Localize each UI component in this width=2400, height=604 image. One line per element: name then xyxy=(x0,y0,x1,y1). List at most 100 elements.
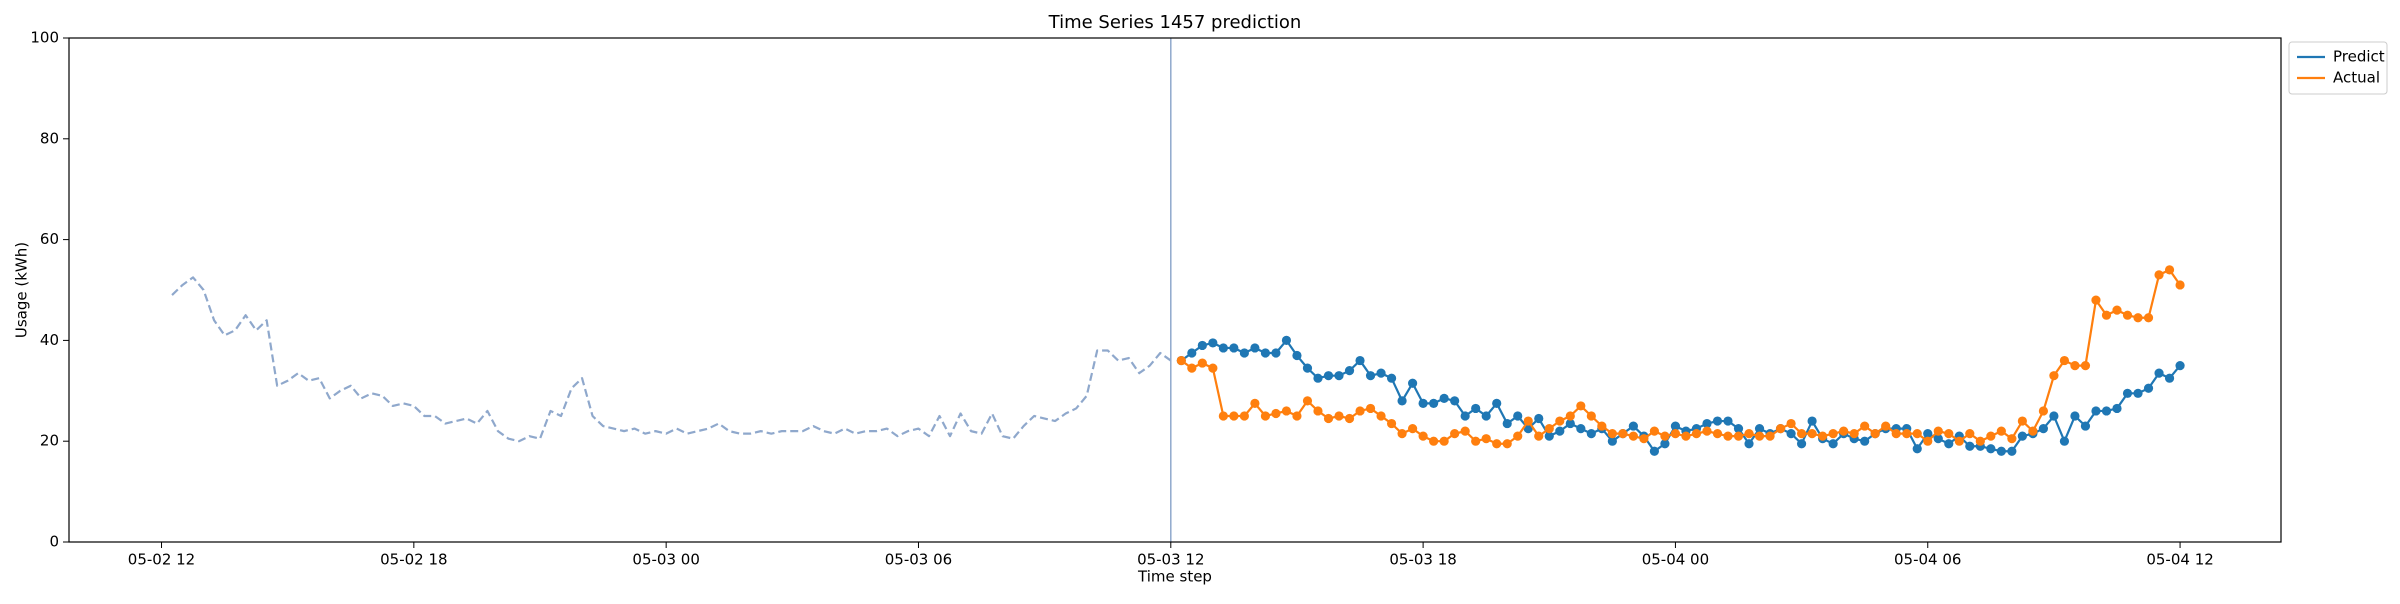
data-point xyxy=(1902,429,1912,439)
data-point xyxy=(1986,431,1996,441)
y-tick-label: 0 xyxy=(49,533,59,551)
data-point xyxy=(1439,436,1449,446)
data-point xyxy=(2133,313,2143,323)
data-point xyxy=(1534,431,1544,441)
data-point xyxy=(1271,348,1281,358)
data-point xyxy=(1450,429,1460,439)
data-point xyxy=(1912,444,1922,454)
data-point xyxy=(1691,429,1702,439)
data-point xyxy=(1386,373,1397,383)
data-point xyxy=(2133,388,2143,398)
data-point xyxy=(1881,421,1891,431)
data-point xyxy=(1660,431,1670,441)
data-point xyxy=(1429,398,1439,408)
data-point xyxy=(2080,421,2091,431)
data-point xyxy=(1334,411,1344,421)
data-point xyxy=(1386,418,1397,429)
data-point xyxy=(1839,426,1849,436)
data-point xyxy=(2049,371,2059,381)
data-point xyxy=(1197,340,1207,351)
data-point xyxy=(1849,429,1859,439)
data-point xyxy=(1975,436,1985,446)
data-point xyxy=(2143,313,2154,323)
data-point xyxy=(1544,424,1554,434)
data-point xyxy=(1912,429,1922,439)
data-point xyxy=(1492,398,1502,408)
data-point xyxy=(1986,444,1996,454)
data-point xyxy=(1534,413,1544,424)
data-point xyxy=(1481,434,1491,444)
data-point xyxy=(2007,434,2017,444)
data-point xyxy=(2080,361,2091,371)
data-point xyxy=(2112,403,2122,414)
data-point xyxy=(1313,406,1323,416)
data-point xyxy=(2049,411,2059,421)
data-point xyxy=(1439,393,1449,403)
data-point xyxy=(2038,406,2048,416)
data-point xyxy=(1723,416,1733,426)
data-point xyxy=(1313,373,1323,383)
data-point xyxy=(1597,421,1607,431)
data-point xyxy=(1618,429,1628,439)
data-point xyxy=(1996,426,2006,436)
data-point xyxy=(1471,436,1481,446)
data-point xyxy=(1576,401,1586,411)
data-point xyxy=(1944,429,1954,439)
data-point xyxy=(1860,436,1870,446)
data-point xyxy=(2070,411,2080,421)
data-point xyxy=(1565,411,1575,421)
data-point xyxy=(2122,310,2133,320)
chart-title: Time Series 1457 prediction xyxy=(1048,12,1302,33)
data-point xyxy=(2007,446,2017,456)
data-point xyxy=(1365,371,1376,381)
data-point xyxy=(1807,429,1817,439)
data-point xyxy=(1649,446,1660,456)
data-point xyxy=(1565,418,1575,429)
data-point xyxy=(1796,429,1807,439)
data-point xyxy=(1271,408,1281,419)
data-point xyxy=(1176,355,1186,366)
x-tick-label: 05-03 06 xyxy=(885,551,952,569)
x-axis-label: Time step xyxy=(1137,568,1212,586)
x-tick-label: 05-02 18 xyxy=(380,551,447,569)
data-point xyxy=(1460,426,1470,436)
data-point xyxy=(1208,338,1218,348)
data-point xyxy=(1607,429,1617,439)
data-point xyxy=(2112,305,2122,315)
data-point xyxy=(1302,363,1313,373)
data-point xyxy=(1218,343,1228,353)
data-point xyxy=(1670,421,1681,431)
data-point xyxy=(1576,424,1586,434)
data-point xyxy=(1355,406,1365,416)
data-point xyxy=(1260,348,1271,358)
data-point xyxy=(1744,429,1754,439)
data-point xyxy=(1733,431,1744,441)
data-point xyxy=(1954,436,1964,446)
data-point xyxy=(1965,429,1975,439)
x-tick-label: 05-04 12 xyxy=(2146,551,2213,569)
data-point xyxy=(1807,416,1817,426)
x-tick-label: 05-03 18 xyxy=(1389,551,1456,569)
data-point xyxy=(1408,424,1418,434)
data-point xyxy=(1502,418,1512,429)
data-point xyxy=(1418,398,1428,408)
data-point xyxy=(1450,396,1460,406)
data-point xyxy=(1302,396,1313,406)
data-point xyxy=(1818,431,1828,441)
data-point xyxy=(1334,371,1344,381)
data-point xyxy=(1281,406,1292,416)
data-point xyxy=(1429,436,1439,446)
data-point xyxy=(1239,348,1249,358)
data-point xyxy=(1796,439,1807,449)
data-point xyxy=(1187,363,1197,373)
data-point xyxy=(1292,411,1302,421)
data-point xyxy=(1197,358,1207,368)
data-point xyxy=(1229,411,1239,421)
data-point xyxy=(1418,431,1428,441)
data-point xyxy=(1607,436,1617,446)
data-point xyxy=(1649,426,1660,436)
y-tick-label: 60 xyxy=(40,230,59,248)
data-point xyxy=(1365,403,1376,414)
data-point xyxy=(1376,368,1386,378)
data-point xyxy=(1670,429,1681,439)
